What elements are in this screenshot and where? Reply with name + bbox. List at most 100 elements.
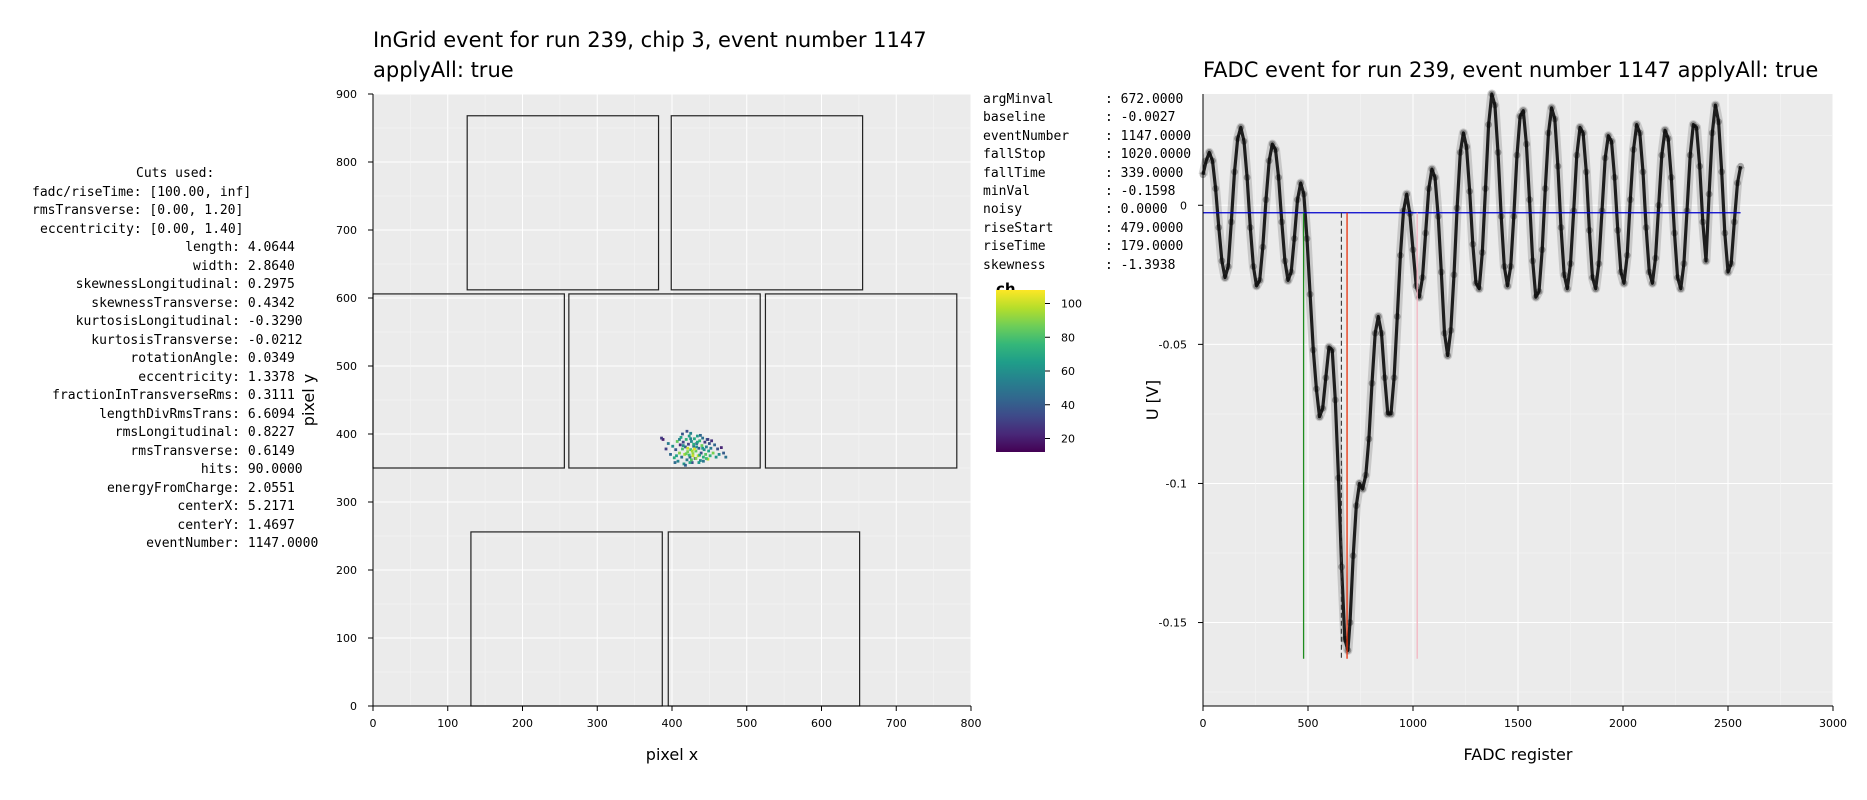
fadc-property-label: fallTime <box>983 165 1046 181</box>
cut-property-value: 1.4697 <box>240 517 295 533</box>
fadc-sample-point <box>1582 168 1590 176</box>
fadc-property-row: fallStop: 1020.0000 <box>983 146 1191 164</box>
cut-range-colon: : <box>133 221 150 237</box>
fadc-sample-point <box>1724 268 1732 276</box>
fadc-sample-point <box>1658 151 1666 159</box>
fadc-sample-point <box>1500 263 1508 270</box>
fadc-property-row: skewness: -1.3938 <box>983 257 1191 275</box>
fadc-property-row: baseline: -0.0027 <box>983 109 1191 127</box>
fadc-sample-point <box>1437 268 1445 276</box>
ingrid-y-tick-label: 0 <box>350 700 357 713</box>
fadc-sample-point <box>1450 271 1458 279</box>
fadc-sample-point <box>1306 290 1314 298</box>
pixel-hit <box>678 443 682 447</box>
fadc-property-row: riseStart: 479.0000 <box>983 220 1191 238</box>
fadc-property-row: minVal: -0.1598 <box>983 183 1191 201</box>
fadc-sample-point <box>1689 121 1697 128</box>
fadc-sample-point <box>1671 229 1678 237</box>
fadc-sample-point <box>1335 474 1342 482</box>
cut-property-label: skewnessLongitudinal: <box>75 277 240 292</box>
fadc-sample-point <box>1344 646 1352 654</box>
pixel-hit <box>719 446 723 449</box>
pixel-hit <box>696 434 699 438</box>
pixel-hit <box>669 453 672 456</box>
fadc-sample-point <box>1497 213 1505 220</box>
fadc-sample-point <box>1259 243 1267 251</box>
fadc-sample-point <box>1456 149 1464 156</box>
pixel-hit <box>701 446 705 450</box>
cut-property-value: 6.6094 <box>240 406 295 422</box>
pixel-hit <box>693 437 696 441</box>
ingrid-y-tick-label: 600 <box>336 292 357 305</box>
fadc-sample-point <box>1234 135 1242 142</box>
fadc-sample-point <box>1601 154 1609 162</box>
fadc-sample-point <box>1322 374 1330 382</box>
fadc-sample-point <box>1397 251 1404 259</box>
fadc-sample-point <box>1316 413 1323 421</box>
ingrid-y-tick-label: 700 <box>336 224 357 237</box>
chip-outline <box>466 115 660 291</box>
fadc-sample-point <box>1365 435 1373 443</box>
fadc-sample-point <box>1708 129 1716 137</box>
cut-range-value: [100.00, inf] <box>149 184 252 200</box>
fadc-sample-point <box>1403 190 1411 198</box>
cut-property-value: 1.3378 <box>240 369 295 385</box>
fadc-axes: 0 500 1000 1500 2000 2500 3000 0 -0.05 -0.1 -0.15 <box>1159 94 1847 730</box>
fadc-sample-point <box>1705 190 1713 198</box>
fadc-sample-point <box>1460 129 1467 137</box>
fadc-sample-point <box>1523 140 1530 148</box>
fadc-sample-point <box>1278 218 1286 226</box>
colorbar-gradient <box>996 290 1045 452</box>
pixel-hit <box>661 438 665 441</box>
fadc-sample-point <box>1444 352 1452 359</box>
pixel-hit <box>688 461 692 464</box>
cut-property-value: 0.6149 <box>240 443 295 459</box>
ingrid-hits <box>660 429 728 467</box>
fadc-property-row: argMinval: 672.0000 <box>983 91 1191 109</box>
fadc-sample-point <box>1215 224 1223 231</box>
fadc-sample-point <box>1545 129 1552 137</box>
pixel-hit <box>691 454 695 458</box>
fadc-sample-point <box>1557 224 1565 231</box>
fadc-property-value: : -0.0027 <box>1105 110 1176 126</box>
pixel-hit <box>675 440 679 443</box>
fadc-sample-point <box>1734 179 1741 187</box>
fadc-sample-point <box>1674 274 1681 281</box>
cut-property-value: -0.3290 <box>240 314 303 329</box>
pixel-hit <box>699 451 703 455</box>
fadc-sample-point <box>1227 218 1235 226</box>
pixel-hit <box>696 454 700 458</box>
pixel-hit <box>690 449 694 453</box>
fadc-sample-point <box>1237 123 1245 131</box>
pixel-hit <box>699 459 702 462</box>
cut-property-value: 2.0551 <box>240 480 295 496</box>
fadc-sample-point <box>1390 374 1398 382</box>
fadc-sample-point <box>1664 135 1672 142</box>
fadc-sample-point <box>1526 196 1533 204</box>
fadc-sample-point <box>1428 165 1436 173</box>
fadc-sample-point <box>1441 329 1448 337</box>
fadc-trace-line <box>1201 92 1743 652</box>
pixel-hit <box>681 432 684 436</box>
pixel-hit <box>707 442 711 445</box>
chip-outline <box>568 293 761 469</box>
fadc-sample-point <box>1453 204 1461 212</box>
cut-property-label: rmsTransverse: <box>130 443 240 459</box>
fadc-sample-point <box>1535 288 1543 295</box>
cut-range-label: eccentricity <box>40 221 134 237</box>
ingrid-x-tick-label: 300 <box>587 717 608 730</box>
colorbar-tick-label: 20 <box>1061 433 1075 446</box>
fadc-sample-point <box>1272 146 1279 154</box>
fadc-property-value: : 479.0000 <box>1105 220 1184 236</box>
pixel-hit <box>681 440 685 444</box>
fadc-sample-point <box>1281 257 1289 265</box>
fadc-sample-point <box>1504 282 1511 290</box>
fadc-sample-point <box>1693 123 1700 131</box>
cut-property-value: -0.0212 <box>240 332 303 348</box>
fadc-sample-point <box>1488 90 1496 98</box>
fadc-title: FADC event for run 239, event number 114… <box>1203 58 1818 82</box>
fadc-sample-point <box>1463 143 1470 151</box>
fadc-sample-point <box>1652 254 1659 262</box>
fadc-sample-point <box>1645 268 1653 276</box>
fadc-sample-point <box>1406 210 1414 218</box>
